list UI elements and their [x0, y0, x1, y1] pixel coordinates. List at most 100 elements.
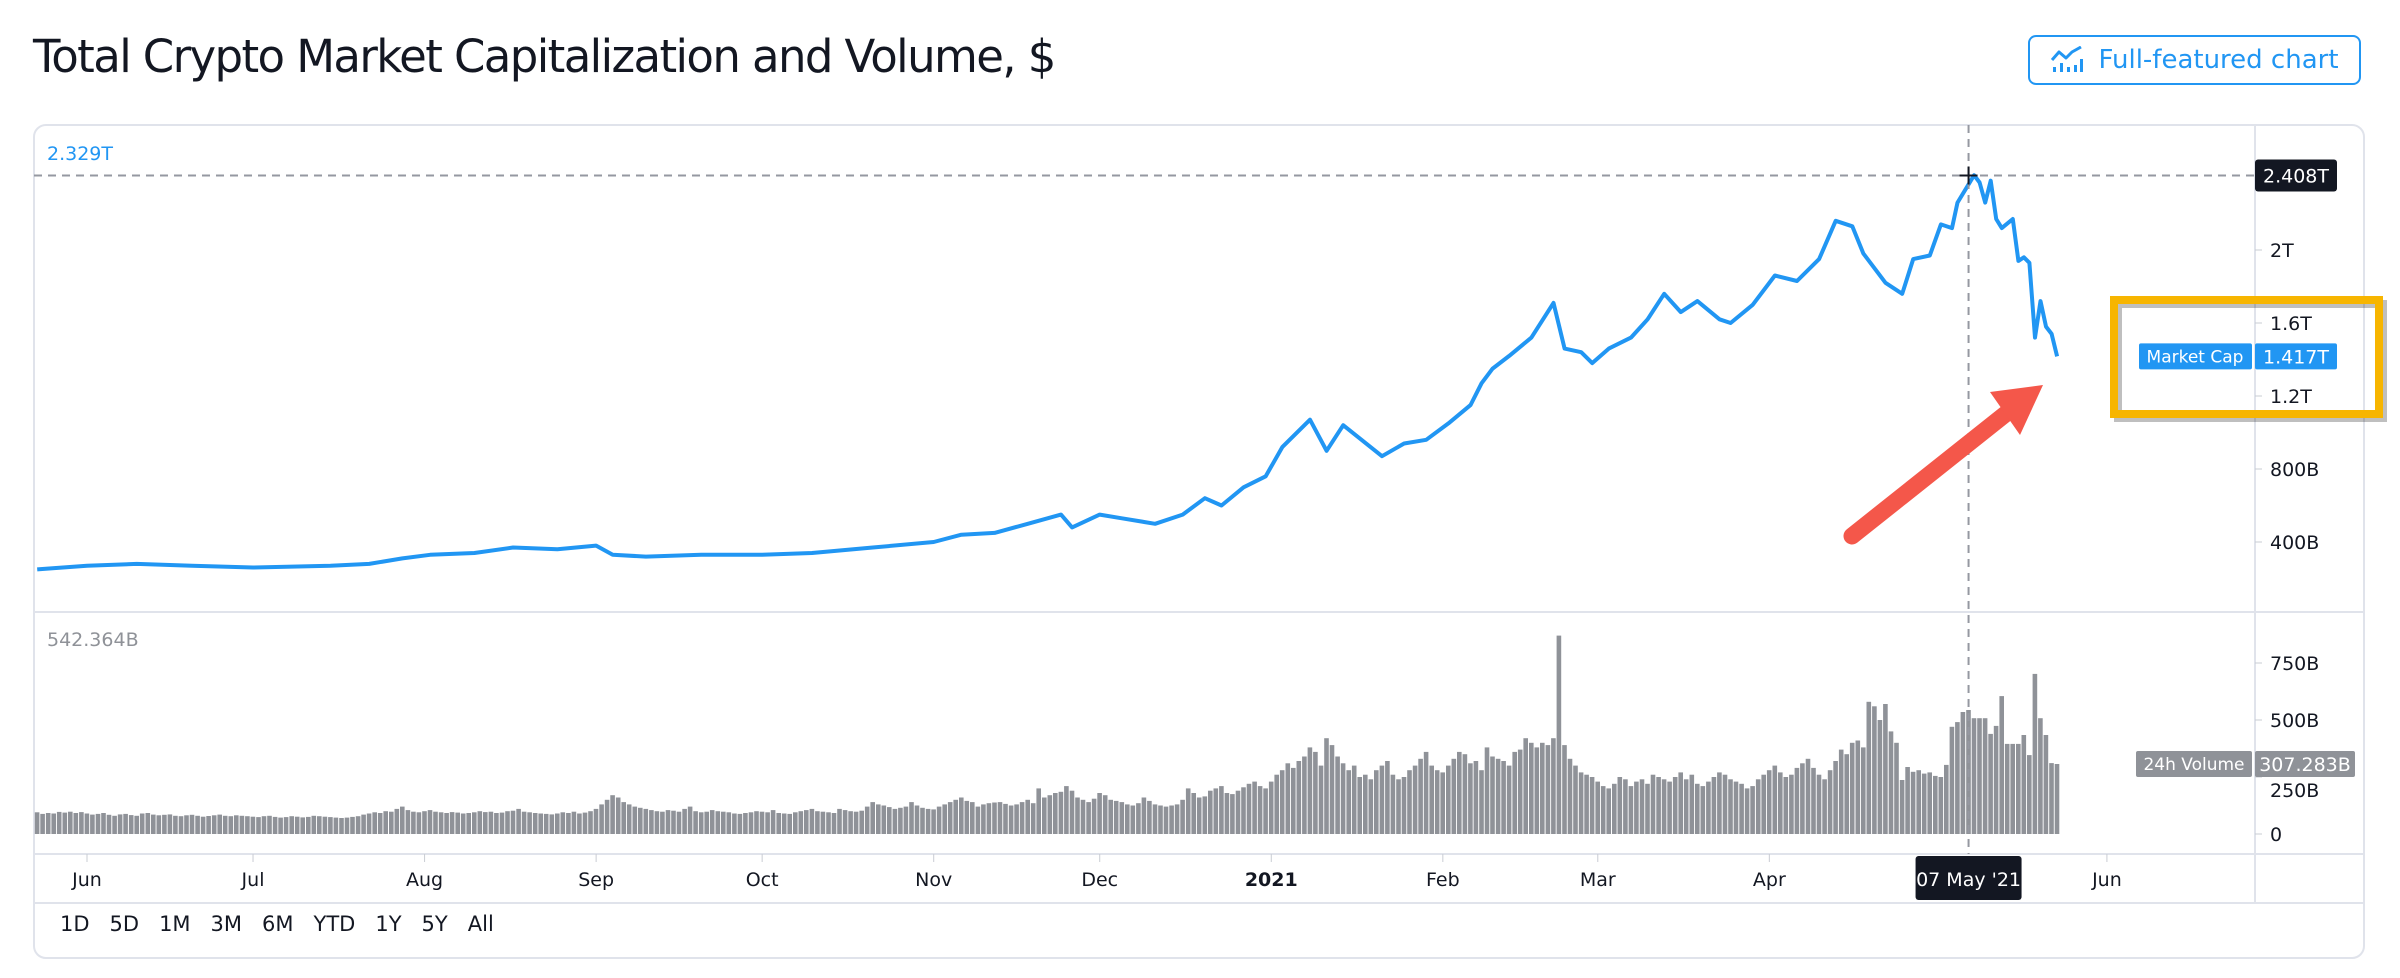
volume-bar: [1999, 696, 2004, 834]
volume-bar: [95, 813, 101, 834]
volume-bar: [577, 813, 582, 834]
volume-bar: [903, 806, 909, 834]
volume-value: 307.283B: [2259, 754, 2351, 776]
price-axis-label: 400B: [2270, 532, 2319, 554]
range-button-ytd[interactable]: YTD: [313, 912, 356, 936]
volume-bar: [79, 812, 84, 834]
volume-bar: [1102, 795, 1108, 834]
range-button-5d[interactable]: 5D: [109, 912, 140, 936]
volume-bar: [1711, 777, 1717, 834]
volume-bar: [1683, 779, 1689, 834]
volume-bar: [1473, 761, 1479, 834]
volume-bar: [505, 811, 510, 834]
time-axis-label: Aug: [406, 869, 443, 891]
range-button-1d[interactable]: 1D: [60, 912, 90, 936]
volume-bar: [532, 813, 538, 834]
volume-bar: [1501, 761, 1506, 834]
volume-bar: [981, 804, 986, 834]
volume-bar: [1252, 781, 1257, 834]
time-axis-label: Oct: [746, 869, 779, 891]
volume-bar: [1346, 770, 1351, 834]
volume-bar: [167, 814, 173, 834]
volume-bar: [615, 797, 621, 834]
volume-bar: [1075, 797, 1080, 834]
red-arrow-annotation: [1843, 385, 2043, 545]
volume-bar: [848, 811, 853, 834]
volume-bar: [1578, 772, 1584, 834]
volume-bar: [427, 810, 433, 834]
volume-bar: [660, 811, 665, 834]
volume-bar: [1086, 802, 1091, 834]
volume-bar: [1672, 777, 1678, 834]
volume-bar: [283, 817, 289, 834]
volume-bar: [228, 816, 234, 834]
volume-bar: [1827, 770, 1833, 834]
volume-bar: [1064, 786, 1069, 834]
volume-bar: [909, 802, 914, 834]
time-axis-label: Jun: [2091, 869, 2122, 891]
volume-bar: [1910, 771, 1916, 834]
range-button-5y[interactable]: 5Y: [421, 912, 448, 936]
volume-bar: [892, 808, 898, 834]
volume-bar: [322, 816, 328, 834]
volume-bar: [588, 811, 593, 834]
volume-bar: [1761, 774, 1766, 834]
volume-axis-label: 250B: [2270, 780, 2319, 802]
volume-bar: [34, 812, 40, 834]
volume-bar: [2032, 673, 2038, 834]
volume-bar: [621, 802, 626, 834]
volume-bar: [106, 814, 112, 834]
volume-bar: [842, 810, 848, 834]
volume-bar: [344, 817, 350, 834]
time-axis-label: Apr: [1753, 869, 1786, 891]
volume-bar: [1379, 765, 1385, 834]
volume-bar: [256, 817, 261, 834]
volume-bar: [1612, 783, 1617, 834]
market-cap-value-tag: [2255, 343, 2337, 370]
volume-bar: [1390, 774, 1396, 834]
volume-bar: [234, 815, 239, 834]
range-button-3m[interactable]: 3M: [210, 912, 243, 936]
volume-bar: [555, 813, 560, 834]
range-button-all[interactable]: All: [467, 912, 494, 936]
volume-bar: [876, 804, 881, 834]
volume-bar: [765, 812, 770, 834]
volume-bar: [477, 811, 483, 834]
volume-value-tag: [2255, 750, 2355, 777]
volume-bar: [1650, 774, 1656, 834]
volume-bar: [449, 812, 455, 834]
full-featured-chart-button[interactable]: Full-featured chart: [2028, 35, 2361, 85]
volume-bar: [815, 811, 820, 834]
volume-bar: [1905, 767, 1910, 834]
volume-bar: [682, 808, 687, 834]
volume-bar: [593, 808, 599, 834]
volume-axis-label: 500B: [2270, 710, 2319, 732]
volume-bar: [433, 811, 438, 834]
crosshair-cursor-icon: [1959, 166, 1978, 185]
volume-bar: [1158, 805, 1163, 834]
volume-bar: [1230, 794, 1235, 834]
volume-series-tag: [2136, 750, 2252, 777]
volume-bar: [1053, 793, 1058, 834]
volume-bar: [422, 811, 427, 834]
volume-bar: [1185, 788, 1191, 834]
volume-bar: [1755, 779, 1761, 834]
volume-bar: [549, 814, 555, 834]
volume-bar: [1058, 791, 1064, 834]
price-axis-label: 1.6T: [2270, 313, 2312, 335]
range-button-1y[interactable]: 1Y: [375, 912, 402, 936]
range-button-1m[interactable]: 1M: [159, 912, 191, 936]
volume-bar: [781, 813, 787, 834]
volume-bar: [1003, 803, 1008, 834]
volume-bar: [311, 815, 317, 834]
volume-bar: [1091, 798, 1097, 834]
volume-pane-label: 542.364B: [47, 629, 139, 651]
volume-bar: [521, 811, 527, 834]
volume-bar: [864, 806, 870, 834]
volume-bar: [1141, 797, 1147, 834]
volume-bar: [139, 813, 145, 834]
volume-bar: [1169, 805, 1174, 834]
range-button-6m[interactable]: 6M: [262, 912, 294, 936]
volume-bar: [1838, 749, 1844, 834]
